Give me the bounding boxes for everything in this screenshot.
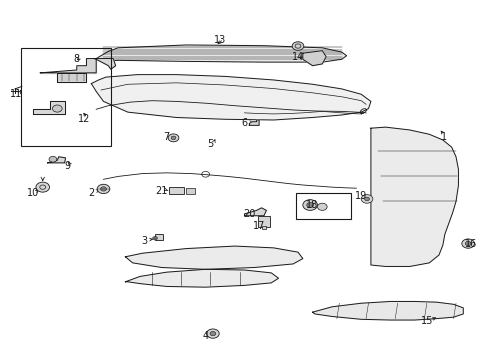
- Circle shape: [206, 329, 219, 338]
- Polygon shape: [249, 120, 259, 125]
- Polygon shape: [96, 45, 346, 62]
- Text: 4: 4: [202, 332, 208, 342]
- Polygon shape: [47, 157, 65, 163]
- Text: 7: 7: [163, 132, 169, 142]
- Polygon shape: [40, 59, 96, 73]
- Text: 14: 14: [291, 52, 304, 62]
- Bar: [169, 187, 183, 194]
- Circle shape: [97, 184, 110, 194]
- Text: 18: 18: [306, 200, 318, 210]
- Text: 17: 17: [252, 221, 264, 231]
- Polygon shape: [125, 269, 278, 287]
- Circle shape: [461, 239, 473, 248]
- Text: 9: 9: [64, 161, 70, 171]
- Polygon shape: [33, 102, 64, 114]
- Text: 2: 2: [88, 188, 94, 198]
- Polygon shape: [370, 127, 458, 266]
- Text: 16: 16: [464, 239, 476, 249]
- Text: 8: 8: [74, 54, 80, 64]
- Circle shape: [168, 134, 179, 142]
- Circle shape: [291, 42, 303, 50]
- Polygon shape: [94, 59, 116, 69]
- Text: 6: 6: [241, 118, 247, 128]
- Circle shape: [101, 187, 106, 191]
- Text: 11: 11: [10, 89, 22, 99]
- Polygon shape: [302, 51, 325, 66]
- Polygon shape: [312, 301, 462, 320]
- Circle shape: [306, 203, 313, 207]
- Bar: [261, 226, 266, 229]
- Text: 12: 12: [78, 114, 90, 124]
- Circle shape: [317, 203, 326, 210]
- Circle shape: [209, 332, 215, 336]
- Text: 3: 3: [142, 236, 147, 246]
- Circle shape: [302, 200, 317, 210]
- Polygon shape: [125, 246, 302, 269]
- Circle shape: [171, 136, 176, 140]
- Text: 15: 15: [420, 316, 432, 326]
- Polygon shape: [91, 75, 370, 120]
- Bar: [186, 188, 195, 194]
- Bar: [21, 48, 111, 146]
- Text: 19: 19: [354, 191, 366, 201]
- Circle shape: [152, 237, 157, 240]
- Circle shape: [364, 197, 369, 201]
- Bar: [258, 216, 270, 227]
- Text: 10: 10: [27, 188, 39, 198]
- Polygon shape: [244, 208, 266, 216]
- Circle shape: [464, 242, 470, 246]
- Text: 20: 20: [243, 209, 255, 219]
- Text: 1: 1: [440, 132, 446, 142]
- Text: 13: 13: [214, 35, 226, 45]
- Circle shape: [49, 157, 57, 162]
- Polygon shape: [57, 73, 86, 82]
- Circle shape: [52, 105, 62, 112]
- Bar: [154, 234, 163, 240]
- Text: 5: 5: [207, 139, 213, 149]
- Text: 21: 21: [155, 186, 168, 196]
- Circle shape: [36, 182, 49, 192]
- Circle shape: [361, 195, 372, 203]
- Bar: [295, 193, 351, 219]
